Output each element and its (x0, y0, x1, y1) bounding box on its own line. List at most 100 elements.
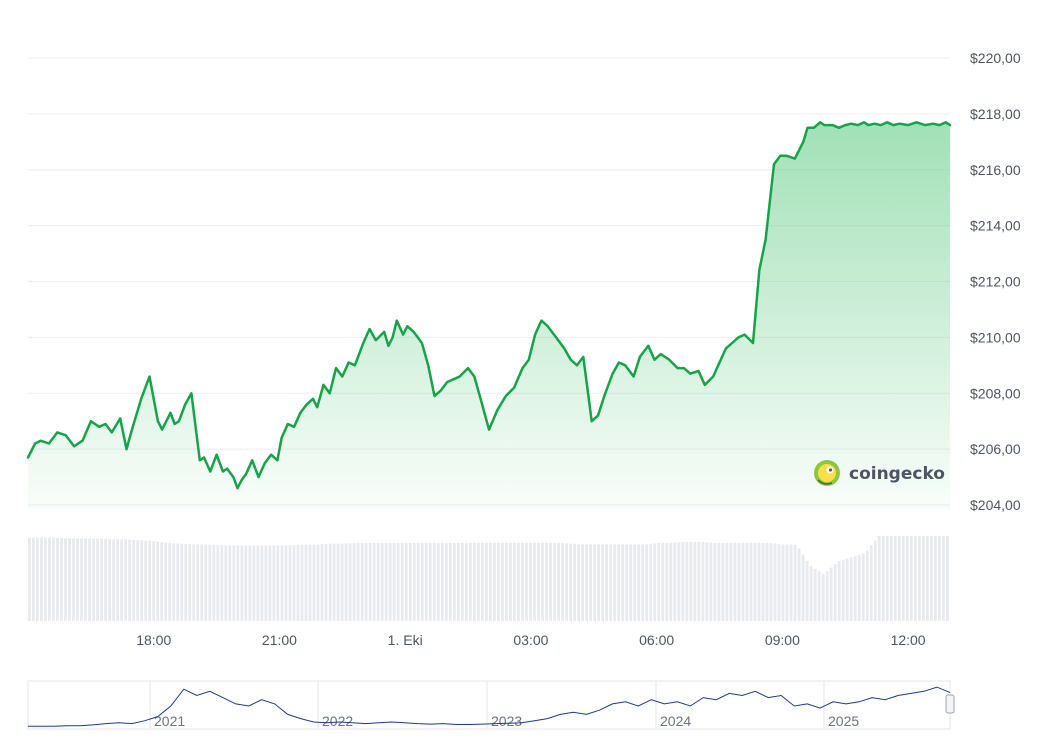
volume-bar (525, 542, 528, 621)
volume-bar (765, 542, 769, 621)
volume-bar (228, 545, 232, 621)
volume-bar (364, 542, 368, 621)
volume-bar (308, 544, 312, 621)
volume-bar (733, 542, 737, 621)
volume-bar (304, 544, 308, 621)
volume-bar (569, 543, 572, 621)
x-tick-label: 03:00 (513, 632, 548, 648)
volume-bar (885, 536, 889, 621)
y-tick-label: $220,00 (970, 50, 1021, 66)
volume-bar (236, 545, 240, 621)
navigator-year-label: 2022 (322, 713, 353, 729)
volume-bar (216, 545, 220, 621)
volume-bar (629, 544, 633, 621)
volume-bar (100, 538, 103, 621)
volume-bar (328, 543, 332, 621)
volume-bar (661, 542, 665, 621)
volume-bar (665, 542, 669, 621)
volume-bar (493, 542, 496, 621)
volume-bar (372, 542, 376, 621)
volume-bar (685, 541, 689, 621)
x-tick-label: 09:00 (765, 632, 800, 648)
volume-bar (388, 542, 392, 621)
volume-bar (737, 542, 741, 621)
volume-bar (913, 536, 917, 621)
volume-bar (545, 542, 548, 621)
volume-bar (781, 544, 785, 621)
volume-bar (36, 537, 39, 621)
volume-bar (392, 542, 396, 621)
volume-bar (380, 542, 384, 621)
volume-bar (288, 545, 292, 621)
volume-bar (208, 544, 212, 621)
volume-bar (180, 543, 184, 621)
volume-bar (464, 542, 468, 621)
volume-bar (104, 539, 107, 621)
y-tick-label: $204,00 (970, 497, 1021, 513)
volume-bar (124, 539, 128, 621)
volume-bar (713, 542, 717, 621)
volume-bar (813, 568, 817, 621)
volume-bar (593, 544, 597, 621)
volume-bar (196, 544, 200, 621)
volume-bar (641, 544, 645, 621)
volume-bar (945, 536, 949, 621)
volume-bar (184, 544, 188, 621)
volume-bar (649, 543, 653, 621)
volume-bar (152, 541, 156, 621)
volume-bar (456, 542, 460, 621)
volume-bar (52, 537, 55, 621)
volume-bar (376, 542, 380, 621)
volume-bar (529, 542, 532, 621)
volume-bar (480, 542, 484, 621)
navigator-handle[interactable] (945, 694, 955, 714)
volume-bar (889, 536, 893, 621)
volume-bar (32, 537, 35, 621)
volume-bar (324, 543, 328, 621)
volume-bar (432, 542, 436, 621)
volume-bar (80, 538, 83, 621)
volume-bar (96, 538, 99, 621)
price-line (26, 121, 952, 490)
volume-bar (440, 542, 444, 621)
volume-bar (64, 538, 67, 621)
volume-bar (188, 544, 192, 621)
volume-bar (645, 544, 649, 621)
volume-bar (541, 542, 544, 621)
price-area-fill (28, 122, 950, 510)
volume-bar (244, 545, 248, 621)
volume-bar (192, 544, 196, 621)
volume-bar (60, 537, 63, 621)
y-tick-label: $218,00 (970, 106, 1021, 122)
volume-bar (537, 542, 540, 621)
volume-bar (745, 542, 749, 621)
volume-bar (212, 544, 216, 621)
volume-bar (917, 536, 921, 621)
volume-bar (901, 536, 905, 621)
volume-bar (597, 544, 601, 621)
volume-bar (276, 545, 280, 621)
brand-name: coingecko (849, 464, 945, 484)
volume-bar (384, 542, 388, 621)
volume-bar (701, 542, 705, 621)
volume-bar (897, 536, 901, 621)
volume-bar (312, 544, 316, 621)
volume-bar (801, 554, 805, 621)
volume-bar (837, 561, 841, 621)
y-tick-label: $210,00 (970, 329, 1021, 345)
volume-bar (448, 542, 452, 621)
navigator-year-label: 2023 (491, 713, 522, 729)
volume-bar (368, 542, 372, 621)
volume-bar (268, 545, 272, 621)
volume-bar (697, 541, 701, 621)
volume-bar (428, 542, 432, 621)
volume-bar (128, 539, 132, 621)
volume-bar (168, 543, 172, 621)
volume-bar (725, 542, 729, 621)
overview-navigator[interactable]: 2021 2022 2023 2024 2025 (27, 680, 955, 730)
volume-bar (280, 545, 284, 621)
volume-bar (272, 545, 276, 621)
volume-bar (252, 545, 256, 621)
